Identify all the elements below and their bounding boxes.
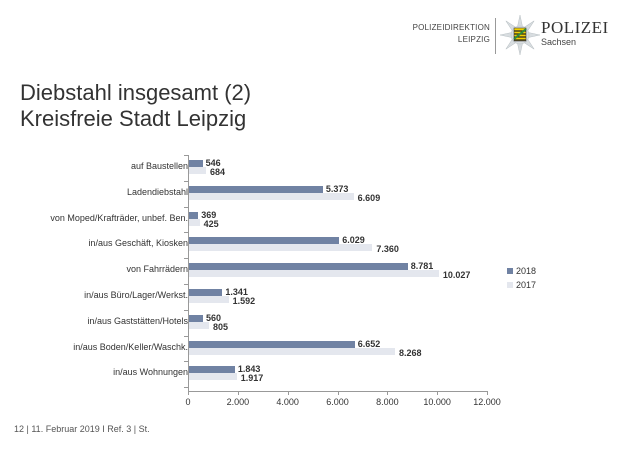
y-axis — [188, 155, 189, 391]
category-label: in/aus Boden/Keller/Waschk. — [73, 341, 188, 352]
value-label-2017: 6.609 — [357, 192, 381, 203]
y-tick — [184, 155, 188, 156]
category-label: von Fahrrädern — [126, 264, 188, 275]
category-label: Ladendiebstahl — [126, 186, 188, 197]
value-label-2017: 7.360 — [376, 244, 399, 255]
bar-2017 — [189, 218, 200, 226]
x-tick-label: 10.000 — [423, 397, 451, 407]
category-label: in/aus Büro/Lager/Werkst. — [84, 290, 188, 300]
legend-item-2018: 2018 — [507, 264, 536, 278]
header-dept: POLIZEIDIREKTION LEIPZIG — [413, 22, 490, 46]
value-label-2018: 5.373 — [325, 183, 349, 194]
value-label-2018: 6.029 — [342, 235, 365, 246]
dept-line-1: POLIZEIDIREKTION — [412, 23, 490, 32]
bar-2017 — [189, 321, 210, 329]
y-tick — [184, 206, 188, 208]
y-tick — [184, 180, 188, 182]
bar-2018 — [189, 263, 408, 271]
x-tick-label: 0 — [185, 397, 191, 407]
bar-2018 — [189, 237, 340, 245]
value-label-2017: 805 — [213, 321, 229, 332]
y-tick — [184, 387, 188, 389]
bar-2017 — [189, 192, 354, 200]
police-star-logo-icon — [500, 14, 540, 56]
x-tick — [387, 391, 389, 395]
legend-item-2017: 2017 — [507, 278, 536, 292]
y-tick — [184, 309, 188, 311]
bar-2017 — [189, 347, 395, 355]
x-tick-label: 4.000 — [276, 397, 299, 407]
x-tick — [237, 391, 239, 395]
value-label-2018: 1.341 — [225, 287, 248, 297]
dept-line-2: LEIPZIG — [457, 35, 490, 44]
legend-label-2018: 2018 — [516, 266, 537, 276]
y-tick — [184, 284, 188, 285]
header-divider — [495, 18, 496, 54]
x-tick — [287, 391, 289, 395]
value-label-2018: 560 — [205, 312, 221, 323]
category-label: auf Baustellen — [130, 161, 188, 171]
value-label-2017: 1.592 — [232, 296, 256, 306]
value-label-2018: 546 — [205, 158, 221, 168]
bar-2018 — [189, 314, 203, 322]
brand-subtitle: Sachsen — [541, 37, 577, 47]
value-label-2018: 8.781 — [410, 261, 434, 272]
x-tick — [188, 391, 189, 395]
bar-2017 — [189, 167, 207, 174]
value-label-2017: 8.268 — [399, 347, 422, 358]
bar-2017 — [189, 244, 373, 252]
footer: 12 | 11. Februar 2019 I Ref. 3 | St. — [14, 424, 150, 434]
y-tick — [184, 232, 188, 234]
value-label-2018: 1.843 — [237, 364, 261, 375]
bar-2018 — [189, 340, 355, 348]
bar-2018 — [189, 289, 223, 296]
category-label: in/aus Gaststätten/Hotels — [87, 315, 188, 326]
value-label-2017: 425 — [203, 218, 219, 229]
x-tick — [337, 391, 339, 395]
value-label-2017: 10.027 — [442, 270, 471, 281]
title-line-2: Kreisfreie Stadt Leipzig — [20, 106, 247, 131]
bar-2017 — [189, 270, 439, 278]
bar-2018 — [189, 185, 323, 193]
brand: POLIZEI Sachsen — [541, 18, 609, 48]
category-label: in/aus Wohnungen — [113, 367, 188, 378]
x-tick — [487, 391, 488, 395]
category-label: von Moped/Krafträder, unbef. Ben. — [50, 212, 188, 223]
bar-2017 — [189, 373, 237, 381]
x-tick — [437, 391, 439, 395]
x-tick-label: 12.000 — [473, 397, 501, 407]
value-label-2018: 6.652 — [357, 338, 381, 349]
x-tick-label: 6.000 — [326, 397, 349, 407]
x-tick-label: 2.000 — [226, 397, 250, 407]
value-label-2017: 1.917 — [240, 373, 264, 384]
legend-swatch-2018 — [507, 268, 513, 274]
y-tick — [184, 258, 188, 260]
x-tick-label: 8.000 — [376, 397, 399, 407]
y-tick — [184, 361, 188, 363]
y-tick — [184, 335, 188, 337]
value-label-2018: 369 — [201, 209, 217, 220]
title-line-1: Diebstahl insgesamt (2) — [20, 80, 252, 105]
bar-2018 — [189, 211, 199, 219]
category-label: in/aus Geschäft, Kiosken — [88, 238, 188, 249]
value-label-2017: 684 — [210, 167, 226, 177]
brand-name: POLIZEI — [541, 18, 609, 37]
bar-2018 — [189, 160, 203, 167]
page-title: Diebstahl insgesamt (2) Kreisfreie Stadt… — [20, 80, 251, 132]
chart-legend: 2018 2017 — [507, 264, 536, 292]
bar-2017 — [189, 296, 229, 303]
bar-2018 — [189, 366, 235, 374]
legend-label-2017: 2017 — [516, 280, 537, 290]
legend-swatch-2017 — [507, 282, 513, 288]
